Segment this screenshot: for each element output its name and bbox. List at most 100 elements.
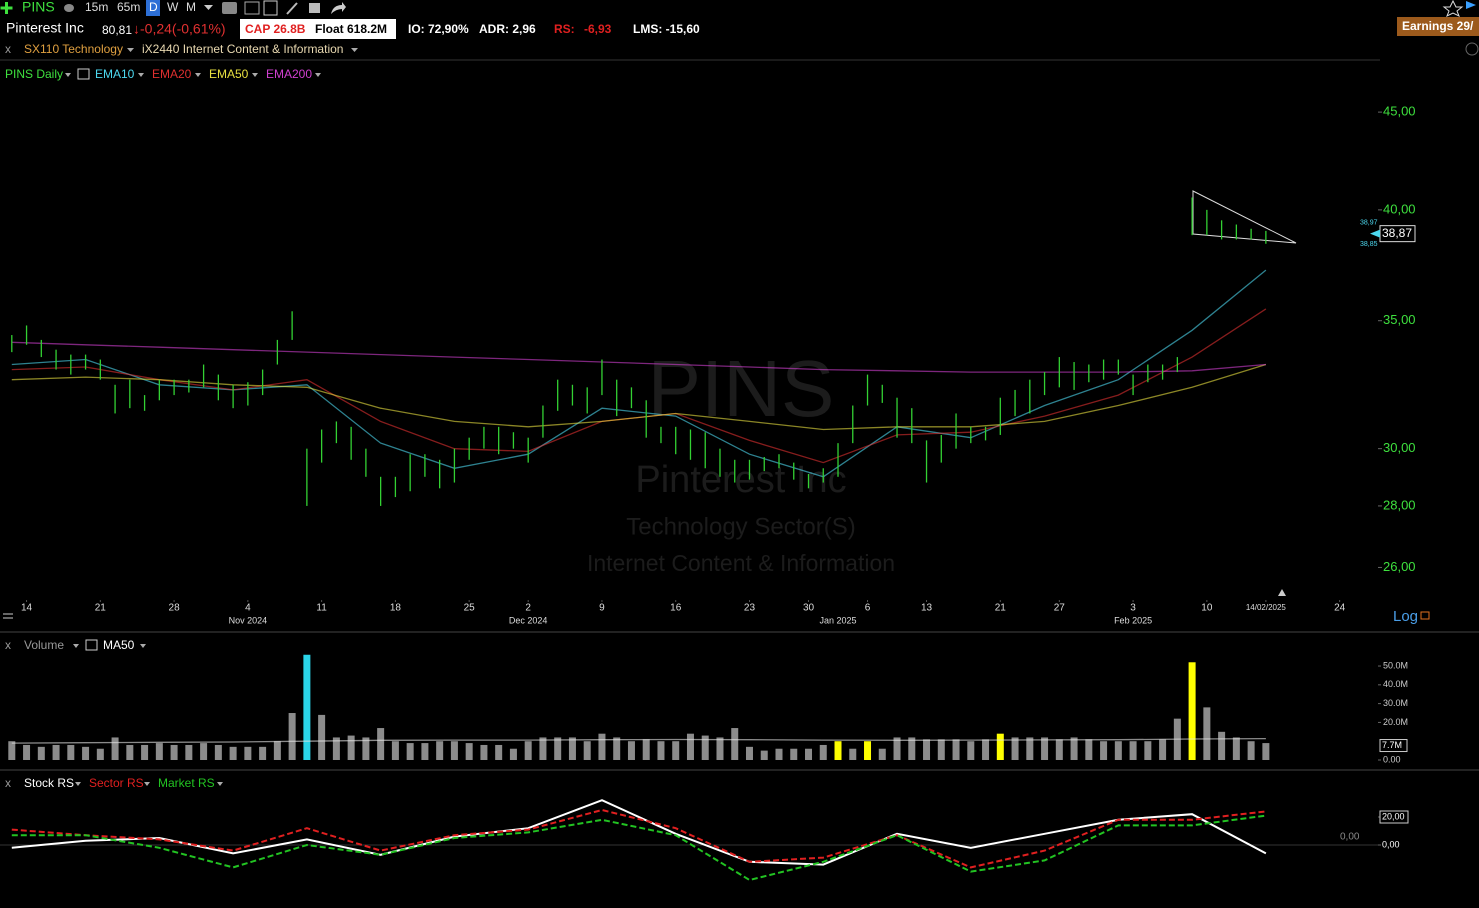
dropdown[interactable] <box>315 73 321 77</box>
volume-bar <box>568 737 576 760</box>
timeframe[interactable]: 15m <box>85 0 108 14</box>
flag-icon[interactable] <box>1466 1 1476 16</box>
volume-bar <box>318 714 326 760</box>
dropdown[interactable] <box>65 73 71 77</box>
sector[interactable]: SX110 Technology <box>24 42 123 56</box>
legend-entry[interactable]: EMA20 <box>152 67 192 81</box>
x-tick-label: 23 <box>744 603 756 614</box>
volume-bar <box>908 737 916 760</box>
timeframe[interactable]: 65m <box>117 0 140 14</box>
volume-bar <box>1188 662 1196 760</box>
volume-bar <box>805 748 813 760</box>
x-tick-label: 9 <box>599 603 605 614</box>
scale-toggle[interactable]: Log <box>1393 608 1418 625</box>
legend-entry[interactable]: Market RS <box>158 776 215 790</box>
volume-bar <box>775 748 783 760</box>
legend-entry[interactable]: Sector RS <box>89 776 144 790</box>
series-line <box>11 808 1267 869</box>
dropdown[interactable] <box>195 73 201 77</box>
lock-icon[interactable] <box>1420 611 1430 620</box>
cloud-icon[interactable] <box>64 4 74 12</box>
scroll-icon[interactable] <box>3 613 13 619</box>
volume-bar <box>126 744 134 760</box>
tool-icon[interactable] <box>263 0 278 16</box>
volume-bar <box>303 654 311 760</box>
volume-bar <box>1247 741 1255 760</box>
change: ↓-0,24(-0,61%) <box>133 21 226 37</box>
industry[interactable]: iX2440 Internet Content & Information <box>142 42 343 56</box>
legend-entry[interactable]: EMA200 <box>266 67 312 81</box>
close-button[interactable]: x <box>5 42 11 56</box>
float: Float 618.2M <box>315 22 387 36</box>
volume-bar <box>598 733 606 760</box>
y-tick-label: 28,00 <box>1383 497 1416 512</box>
price: 80,81 <box>102 23 132 37</box>
volume-bar <box>155 743 163 760</box>
volume-bar <box>701 735 709 760</box>
scroll-marker[interactable] <box>1278 589 1286 596</box>
dropdown[interactable] <box>127 48 134 52</box>
series-line <box>11 308 1267 464</box>
dropdown[interactable] <box>217 782 223 786</box>
symbol[interactable]: PINS <box>22 0 55 15</box>
close-icon[interactable] <box>1465 42 1479 56</box>
timeframe[interactable]: W <box>167 0 179 14</box>
add-icon-bar <box>0 6 13 10</box>
earnings[interactable]: Earnings 29/ <box>1402 19 1474 33</box>
y-tick-label: 0.00 <box>1383 754 1401 764</box>
timeframe[interactable]: D <box>149 0 158 14</box>
y-tick-label: 45,00 <box>1383 104 1416 119</box>
share-icon[interactable] <box>331 2 346 14</box>
dropdown[interactable] <box>138 73 144 77</box>
y-tick-label: 30.0M <box>1383 698 1408 708</box>
volume-bar <box>391 741 399 760</box>
volume-bar <box>82 746 90 760</box>
tool-icon[interactable] <box>222 2 237 14</box>
dropdown[interactable] <box>75 782 81 786</box>
volume-bar <box>214 744 222 760</box>
volume-bar <box>1203 707 1211 760</box>
y-tick-label: 30,00 <box>1383 440 1416 455</box>
table-icon[interactable] <box>85 639 98 651</box>
volume-bar <box>996 733 1004 760</box>
volume-bar <box>111 737 119 760</box>
legend-title[interactable]: PINS Daily <box>5 67 63 81</box>
legend-entry[interactable]: EMA50 <box>209 67 249 81</box>
rs-label: RS: <box>554 22 575 36</box>
legend-entry[interactable]: EMA10 <box>95 67 135 81</box>
dropdown[interactable] <box>252 73 258 77</box>
series-line <box>11 363 1267 431</box>
rs-value: -6,93 <box>584 22 612 36</box>
timeframe[interactable]: M <box>186 0 196 14</box>
volume-bar <box>672 741 680 760</box>
legend-entry[interactable]: Stock RS <box>24 776 74 790</box>
watermark-industry: Internet Content & Information <box>587 550 895 576</box>
volume-bar <box>332 737 340 760</box>
pattern-drawing[interactable] <box>1192 190 1297 244</box>
volume-bar <box>229 746 237 760</box>
dropdown[interactable] <box>73 644 79 648</box>
legend-entry[interactable]: MA50 <box>103 638 135 652</box>
close-button[interactable]: x <box>5 638 11 652</box>
volume-bar <box>185 744 193 760</box>
pen-icon[interactable] <box>286 2 298 15</box>
y-tick-label: 26,00 <box>1383 559 1416 574</box>
dropdown[interactable] <box>204 5 213 10</box>
volume-bar <box>716 737 724 760</box>
close-button[interactable]: x <box>5 776 11 790</box>
tool-icon[interactable] <box>309 3 320 13</box>
volume-bar <box>849 748 857 760</box>
volume-bar <box>1114 741 1122 760</box>
dropdown[interactable] <box>351 48 358 52</box>
table-icon[interactable] <box>77 68 90 80</box>
tool-icon[interactable] <box>244 1 260 15</box>
star-icon[interactable] <box>1442 0 1464 18</box>
adr: ADR: 2,96 <box>479 22 536 36</box>
dropdown[interactable] <box>144 782 150 786</box>
dropdown[interactable] <box>140 644 146 648</box>
timeframe-active <box>146 0 160 16</box>
last-volume-label: 7.7M <box>1382 740 1402 750</box>
volume-bar <box>421 743 429 760</box>
price-mark-label: 38,85 <box>1360 241 1378 248</box>
volume-bar <box>23 744 31 760</box>
